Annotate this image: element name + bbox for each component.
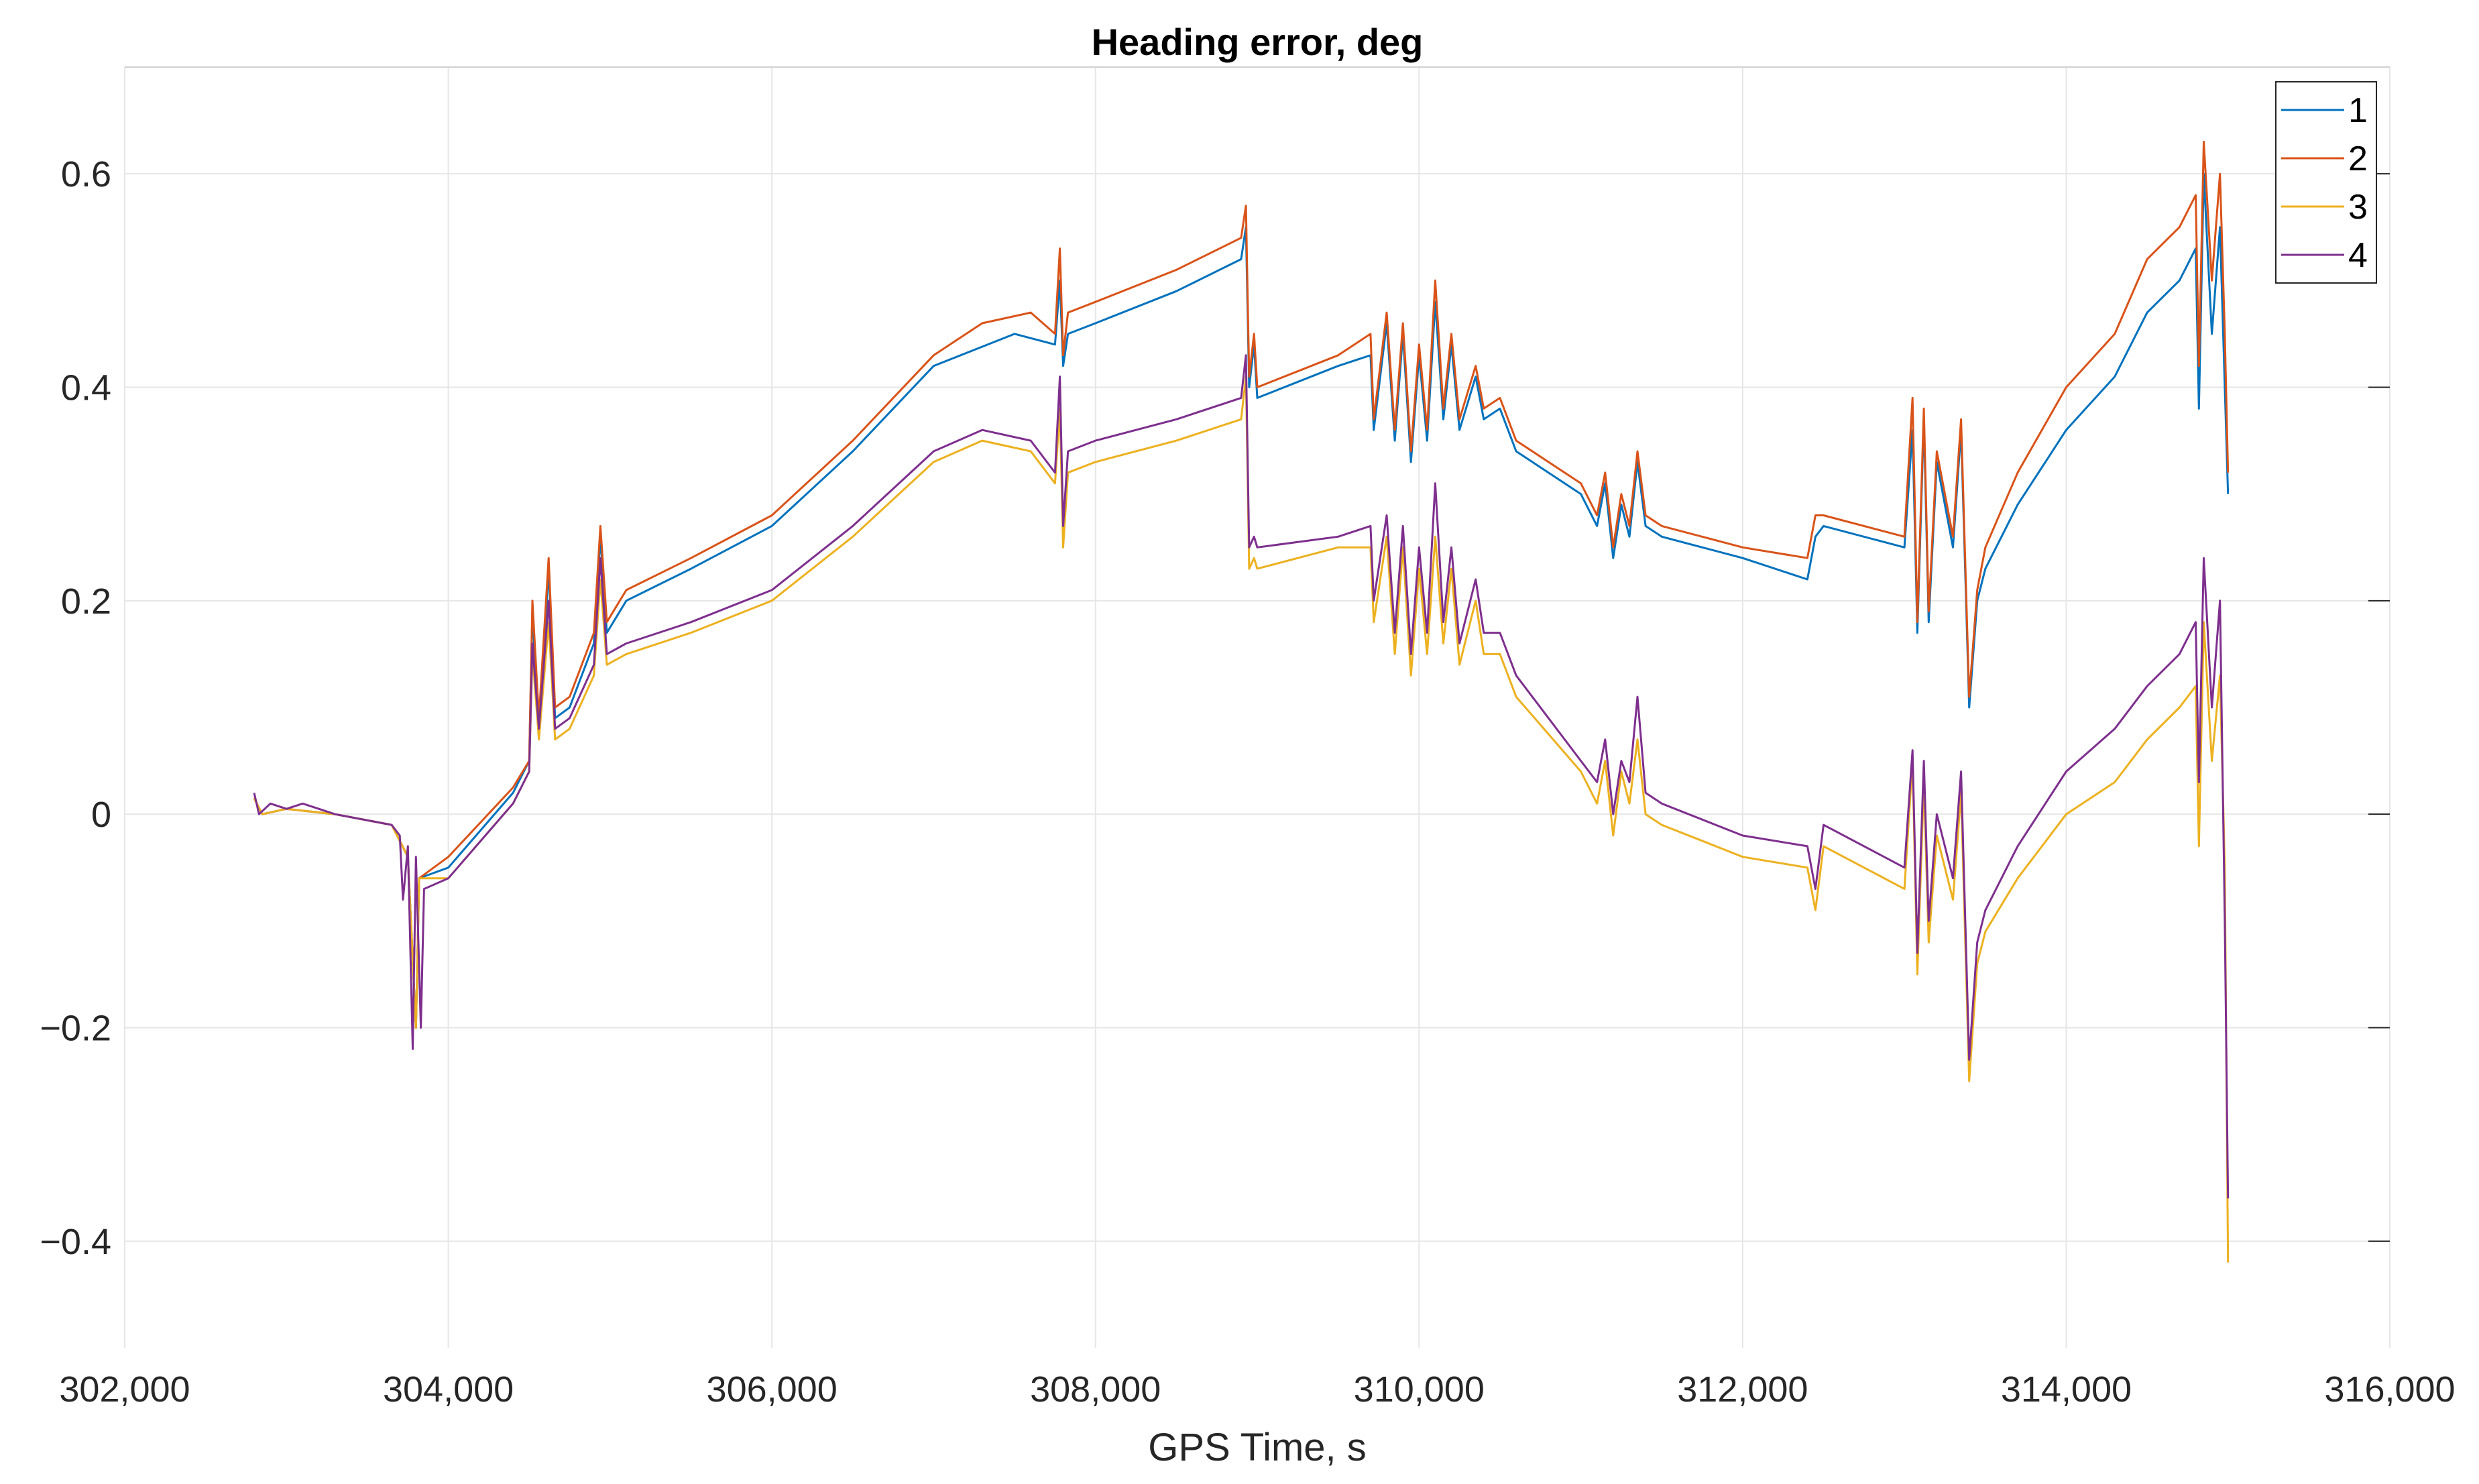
legend-entry-2[interactable]: 2	[2348, 139, 2368, 178]
series-2-line	[253, 140, 2230, 1029]
series-4-line	[253, 354, 2230, 1199]
x-tick-label: 304,000	[383, 1369, 514, 1410]
x-tick-labels: 302,000 304,000 306,000 308,000 310,000 312,0…	[59, 1369, 2455, 1410]
legend-entry-4[interactable]: 4	[2348, 236, 2368, 275]
x-tick-label: 308,000	[1030, 1369, 1161, 1410]
tick-marks	[2368, 173, 2390, 1242]
series-group	[253, 140, 2230, 1263]
x-tick-label: 312,000	[1677, 1369, 1808, 1410]
legend-box	[2275, 81, 2377, 284]
y-tick-label: 0	[91, 795, 111, 835]
y-tick-label: 0.6	[61, 154, 111, 194]
plot-area	[125, 67, 2390, 1348]
legend[interactable]: 1 2 3 4	[2275, 81, 2377, 284]
x-tick-label: 310,000	[1354, 1369, 1485, 1410]
x-tick-label: 314,000	[2001, 1369, 2132, 1410]
y-tick-label: −0.2	[40, 1009, 111, 1049]
x-tick-label: 306,000	[707, 1369, 838, 1410]
chart-title: Heading error, deg	[1092, 21, 1424, 63]
x-tick-label: 316,000	[2324, 1369, 2455, 1410]
y-tick-labels: −0.4 −0.2 0 0.2 0.4 0.6	[40, 154, 111, 1262]
y-tick-label: 0.2	[61, 581, 111, 622]
legend-entry-3[interactable]: 3	[2348, 188, 2368, 227]
y-tick-label: −0.4	[40, 1222, 111, 1262]
grid	[124, 67, 2390, 1348]
legend-entry-1[interactable]: 1	[2348, 91, 2368, 130]
x-axis-label: GPS Time, s	[1148, 1426, 1367, 1469]
x-tick-label: 302,000	[59, 1369, 190, 1410]
y-tick-label: 0.4	[61, 368, 111, 408]
